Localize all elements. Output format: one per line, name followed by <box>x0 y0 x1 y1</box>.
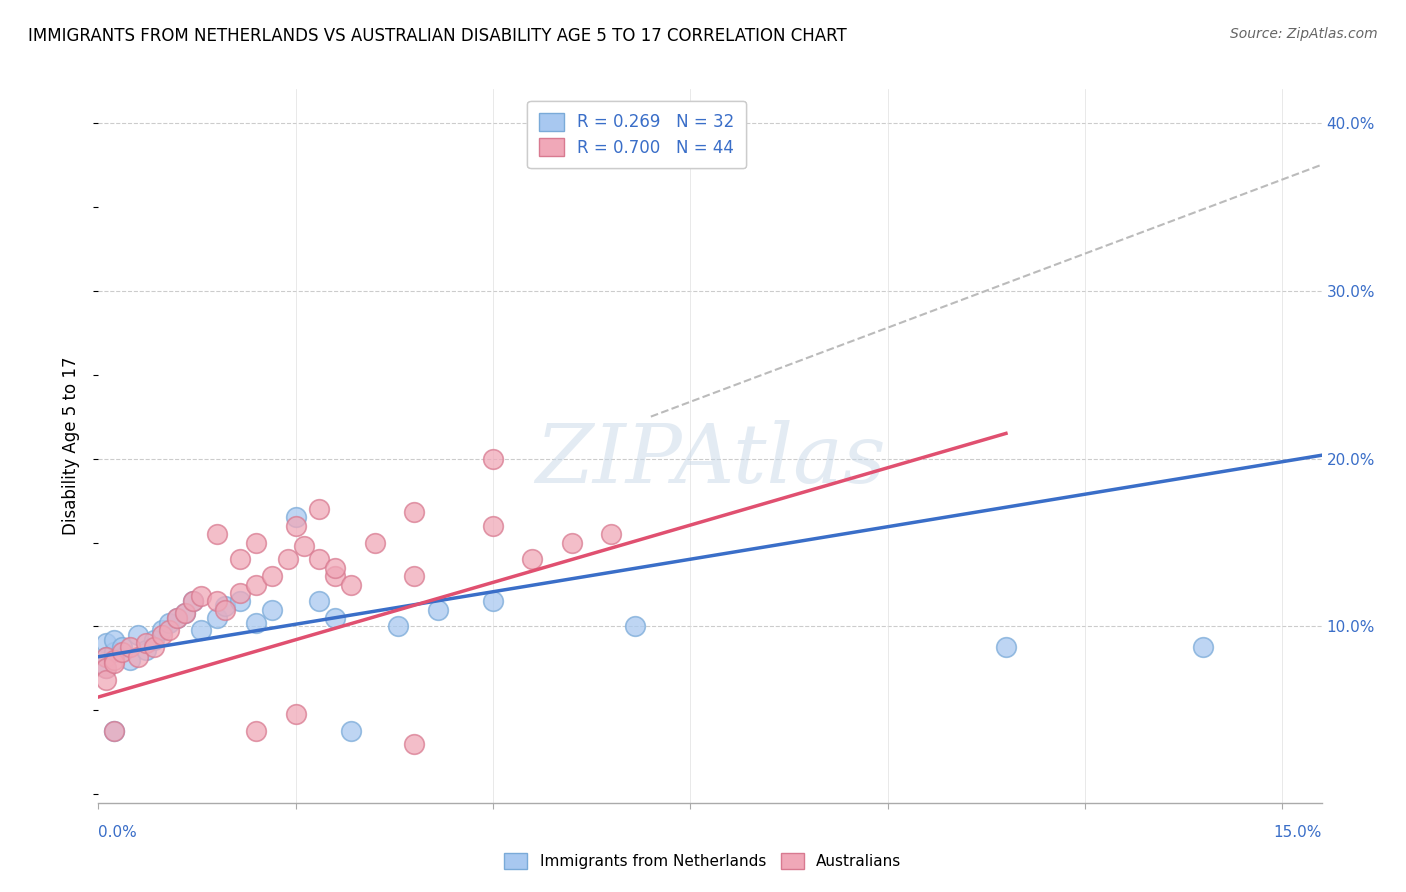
Point <box>292 539 315 553</box>
Point <box>229 552 252 566</box>
Point <box>522 552 544 566</box>
Point <box>245 616 267 631</box>
Point <box>284 518 307 533</box>
Point <box>323 611 346 625</box>
Point <box>190 589 212 603</box>
Point <box>260 603 283 617</box>
Point <box>111 645 134 659</box>
Point <box>205 611 228 625</box>
Point <box>482 451 505 466</box>
Point <box>96 649 118 664</box>
Point <box>387 619 409 633</box>
Point <box>150 623 173 637</box>
Point <box>363 535 385 549</box>
Text: ZIPAtlas: ZIPAtlas <box>534 420 886 500</box>
Point <box>127 628 149 642</box>
Point <box>118 653 141 667</box>
Point <box>135 636 157 650</box>
Point <box>96 661 118 675</box>
Point <box>96 661 118 675</box>
Point <box>284 706 307 721</box>
Point <box>404 737 426 751</box>
Point <box>404 569 426 583</box>
Point <box>340 577 363 591</box>
Text: 15.0%: 15.0% <box>1274 825 1322 840</box>
Point <box>103 657 125 671</box>
Point <box>96 673 118 688</box>
Point <box>96 636 118 650</box>
Point <box>624 619 647 633</box>
Point <box>103 723 125 738</box>
Point <box>404 505 426 519</box>
Point <box>96 649 118 664</box>
Point <box>426 603 449 617</box>
Point <box>103 632 125 647</box>
Point <box>205 527 228 541</box>
Point <box>308 552 330 566</box>
Point <box>214 603 236 617</box>
Point <box>561 535 583 549</box>
Point <box>308 594 330 608</box>
Point <box>159 623 181 637</box>
Legend: Immigrants from Netherlands, Australians: Immigrants from Netherlands, Australians <box>498 847 908 875</box>
Point <box>229 586 252 600</box>
Point <box>260 569 283 583</box>
Point <box>174 606 197 620</box>
Point <box>174 606 197 620</box>
Text: Source: ZipAtlas.com: Source: ZipAtlas.com <box>1230 27 1378 41</box>
Point <box>994 640 1017 654</box>
Point <box>482 594 505 608</box>
Point <box>245 723 267 738</box>
Point <box>323 560 346 574</box>
Point <box>1192 640 1215 654</box>
Point <box>482 518 505 533</box>
Legend: R = 0.269   N = 32, R = 0.700   N = 44: R = 0.269 N = 32, R = 0.700 N = 44 <box>527 101 747 169</box>
Point <box>135 643 157 657</box>
Point <box>277 552 299 566</box>
Point <box>229 594 252 608</box>
Text: 0.0%: 0.0% <box>98 825 138 840</box>
Point <box>205 594 228 608</box>
Point <box>245 535 267 549</box>
Point <box>308 502 330 516</box>
Point <box>103 723 125 738</box>
Point <box>181 594 204 608</box>
Point <box>111 640 134 654</box>
Point <box>159 616 181 631</box>
Point <box>103 645 125 659</box>
Point <box>127 649 149 664</box>
Point <box>600 527 623 541</box>
Point <box>214 599 236 614</box>
Point <box>323 569 346 583</box>
Y-axis label: Disability Age 5 to 17: Disability Age 5 to 17 <box>62 357 80 535</box>
Point <box>118 640 141 654</box>
Text: IMMIGRANTS FROM NETHERLANDS VS AUSTRALIAN DISABILITY AGE 5 TO 17 CORRELATION CHA: IMMIGRANTS FROM NETHERLANDS VS AUSTRALIA… <box>28 27 846 45</box>
Point <box>190 623 212 637</box>
Point <box>103 653 125 667</box>
Point <box>150 628 173 642</box>
Point <box>142 640 165 654</box>
Point <box>181 594 204 608</box>
Point <box>166 611 188 625</box>
Point <box>284 510 307 524</box>
Point <box>245 577 267 591</box>
Point <box>340 723 363 738</box>
Point <box>142 632 165 647</box>
Point <box>166 611 188 625</box>
